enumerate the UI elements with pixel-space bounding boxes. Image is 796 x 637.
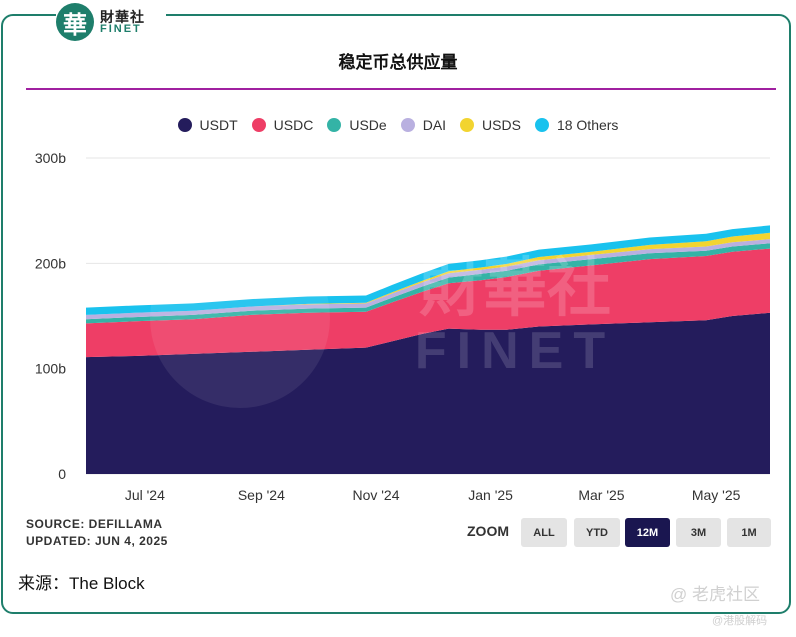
legend-label: USDe [349, 117, 387, 133]
area-series-dai[interactable] [86, 239, 770, 320]
legend-swatch [400, 118, 415, 132]
legend-label: 18 Others [556, 117, 619, 133]
legend-label: USDT [199, 117, 238, 133]
x-tick-label: Sep '24 [238, 487, 285, 503]
legend-swatch [177, 118, 192, 132]
legend-item[interactable]: DAI [400, 117, 447, 133]
legend-item[interactable]: USDT [177, 117, 238, 133]
area-series-usdt[interactable] [86, 312, 770, 474]
legend-label: USDC [273, 117, 314, 133]
legend-label: USDS [482, 117, 521, 133]
area-series-18-others[interactable] [86, 225, 770, 315]
chart-title: 稳定币总供应量 [338, 53, 458, 72]
x-tick-label: Nov '24 [352, 487, 399, 503]
area-series-usds[interactable] [86, 232, 770, 315]
source-note: SOURCE: DEFILLAMA UPDATED: JUN 4, 2025 [26, 516, 168, 550]
title-divider [26, 88, 776, 90]
updated-line: UPDATED: JUN 4, 2025 [26, 534, 168, 548]
finet-logo-cn: 財華社 [100, 8, 145, 25]
finet-watermark-en: FINET [415, 322, 615, 380]
tiger-community-watermark: @ 老虎社区 [670, 585, 760, 604]
legend-item[interactable]: USDe [327, 117, 387, 133]
legend-item[interactable]: USDC [251, 117, 314, 133]
finet-watermark-seal [150, 228, 330, 408]
legend-swatch [327, 118, 342, 132]
zoom-label: ZOOM [467, 523, 509, 539]
finet-logo-en: FINET [100, 22, 142, 35]
zoom-button-1m[interactable]: 1M [727, 518, 771, 547]
legend-item[interactable]: USDS [460, 117, 521, 133]
legend-swatch [251, 118, 266, 132]
footer-source: 来源：The Block [18, 574, 145, 593]
zoom-button-all[interactable]: ALL [521, 518, 567, 547]
x-tick-label: Mar '25 [578, 487, 624, 503]
hk-stock-decode-watermark: @港股解码 [712, 615, 768, 627]
legend-label: DAI [422, 117, 447, 133]
y-tick-label: 100b [35, 361, 66, 377]
y-tick-label: 300b [35, 150, 66, 166]
x-tick-label: May '25 [692, 487, 741, 503]
legend-swatch [460, 118, 475, 132]
legend-swatch [534, 118, 549, 132]
y-tick-label: 200b [35, 255, 66, 271]
x-tick-label: Jul '24 [125, 487, 165, 503]
finet-watermark-cn: 財華社 [419, 252, 611, 324]
zoom-button-12m[interactable]: 12M [625, 518, 670, 547]
legend-item[interactable]: 18 Others [534, 117, 619, 133]
finet-logo-mark: 華 [56, 3, 94, 41]
zoom-button-3m[interactable]: 3M [676, 518, 721, 547]
area-series-usde[interactable] [86, 243, 770, 324]
area-series-usdc[interactable] [86, 248, 770, 358]
x-tick-label: Jan '25 [468, 487, 513, 503]
source-line: SOURCE: DEFILLAMA [26, 517, 163, 531]
finet-logo: 華 財華社 FINET [56, 0, 166, 44]
chart-legend: USDT USDC USDe DAI USDS 18 Others [0, 117, 796, 133]
zoom-button-ytd[interactable]: YTD [574, 518, 620, 547]
y-tick-label: 0 [58, 466, 66, 482]
